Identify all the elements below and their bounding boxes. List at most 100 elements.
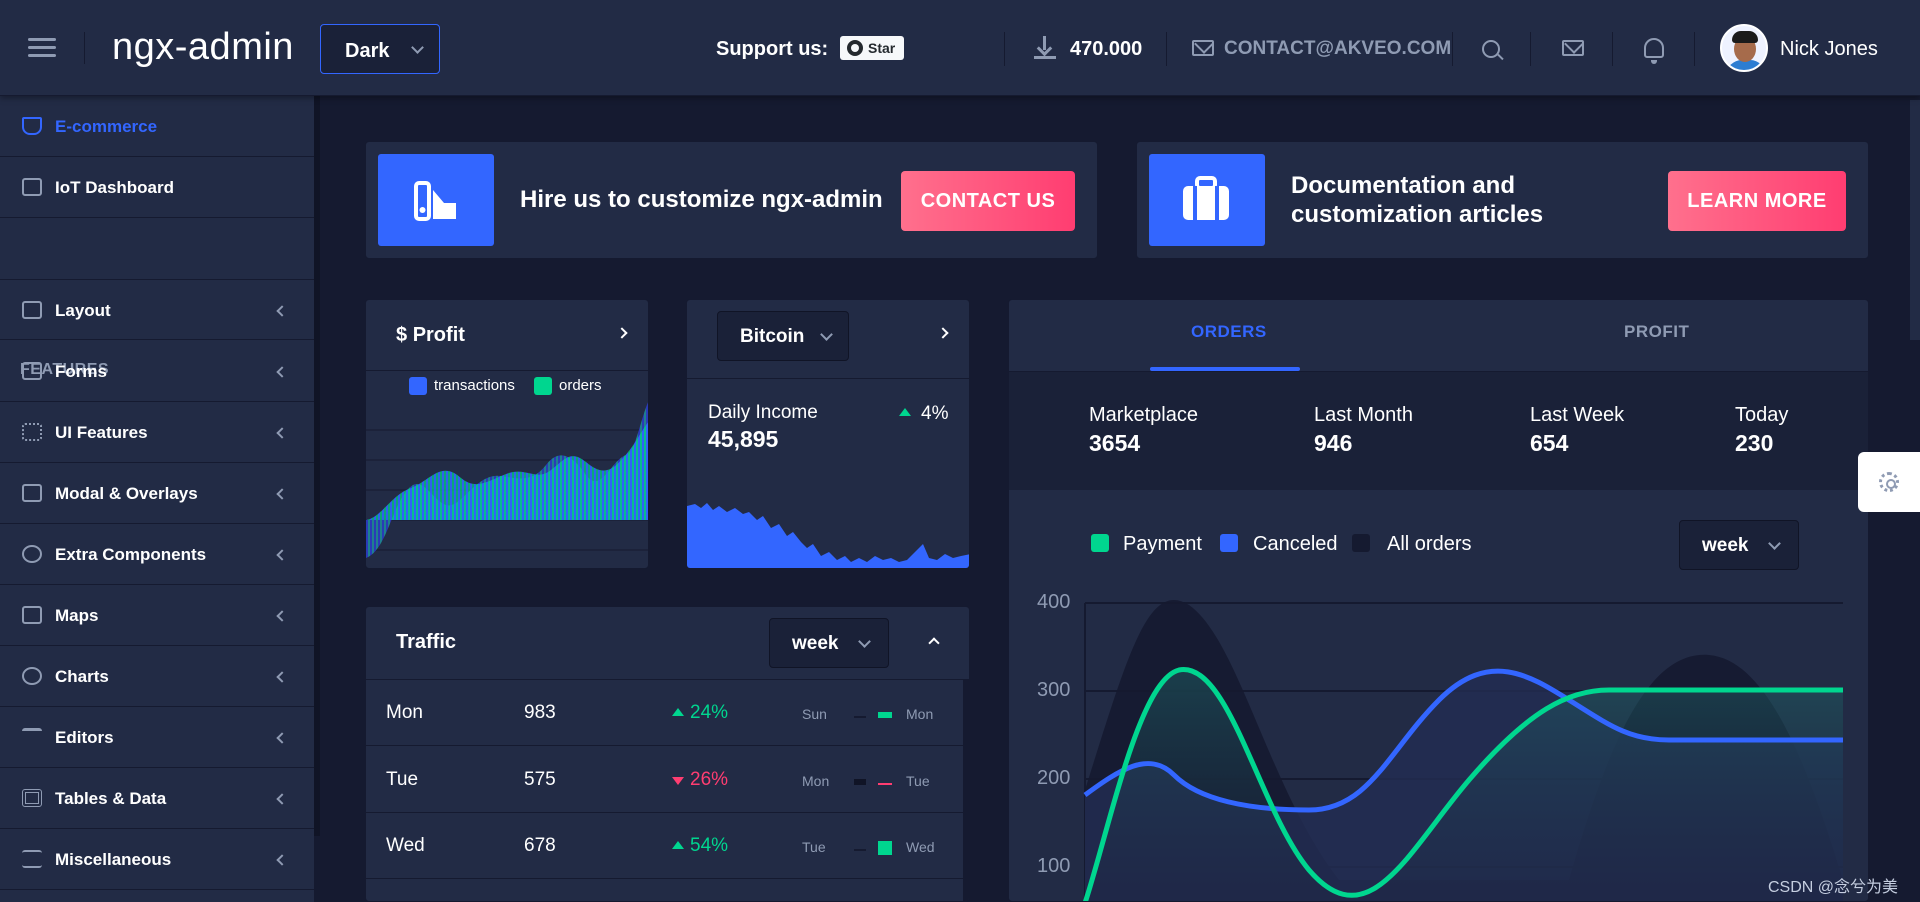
- sidebar-item-label: Extra Components: [55, 545, 207, 564]
- banner-title: Documentation and customization articles: [1291, 171, 1543, 229]
- learn-more-button[interactable]: LEARN MORE: [1668, 171, 1846, 231]
- logo[interactable]: ngx-admin: [112, 26, 294, 68]
- chevron-left-icon: [276, 854, 288, 866]
- chevron-left-icon: [276, 366, 288, 378]
- documentation-banner: Documentation and customization articles…: [1136, 141, 1869, 259]
- legend-swatch-canceled: [1220, 534, 1238, 552]
- traffic-value: 575: [524, 769, 556, 790]
- theme-select-value: Dark: [345, 40, 390, 62]
- chevron-down-icon: [411, 41, 424, 54]
- message-circle-icon: [22, 545, 42, 563]
- traffic-cur-day: Wed: [906, 839, 935, 855]
- stat-value: 946: [1314, 430, 1353, 456]
- chevron-left-icon: [276, 610, 288, 622]
- currency-select[interactable]: Bitcoin: [717, 311, 849, 361]
- sidebar-item-tables-data[interactable]: Tables & Data: [0, 768, 314, 829]
- legend-swatch-transactions: [409, 377, 427, 395]
- downloads-count[interactable]: 470.000: [1070, 38, 1143, 60]
- tab-profit[interactable]: PROFIT: [1624, 322, 1690, 341]
- support-label: Support us:: [716, 38, 829, 60]
- tab-orders[interactable]: ORDERS: [1191, 322, 1267, 341]
- sidebar-item-modal-overlays[interactable]: Modal & Overlays: [0, 463, 314, 524]
- chevron-left-icon: [276, 732, 288, 744]
- briefcase-icon: [1149, 154, 1265, 246]
- github-icon: [847, 40, 863, 56]
- stat-value: 654: [1530, 430, 1569, 456]
- section-header-features: FEATURES: [20, 361, 110, 378]
- traffic-cur-day: Tue: [906, 773, 930, 789]
- profit-card[interactable]: $ Profit transactions orders: [365, 299, 649, 569]
- traffic-day: Tue: [386, 769, 419, 790]
- email-icon: [1192, 40, 1214, 56]
- traffic-title: Traffic: [396, 631, 457, 653]
- sidebar-item-editors[interactable]: Editors: [0, 707, 314, 768]
- sidebar-item-ui-features[interactable]: UI Features: [0, 402, 314, 463]
- search-icon[interactable]: [1482, 40, 1500, 58]
- watermark: CSDN @念兮为美: [1768, 879, 1899, 896]
- sidebar-item-e-commerce[interactable]: E-commerce: [0, 96, 314, 157]
- sidebar-item-label: Maps: [55, 606, 99, 625]
- traffic-cur-day: Mon: [906, 706, 934, 722]
- chevron-left-icon: [276, 427, 288, 439]
- header: ngx-admin Dark Support us: Star 470.000 …: [0, 0, 1920, 96]
- traffic-change: 26%: [690, 769, 729, 790]
- text-icon: [22, 728, 42, 746]
- divider: [1452, 32, 1453, 66]
- orders-period-select[interactable]: week: [1679, 520, 1799, 570]
- theme-select[interactable]: Dark: [320, 24, 440, 74]
- sidebar-item-label: Forms: [55, 362, 107, 381]
- layout-icon: [22, 301, 42, 319]
- bell-icon[interactable]: [1644, 38, 1664, 64]
- bitcoin-chart: [687, 503, 969, 568]
- sidebar-item-label: Editors: [55, 728, 114, 747]
- banner-title-line: customization articles: [1291, 201, 1544, 228]
- messages-icon[interactable]: [1562, 40, 1584, 56]
- stat-label: Last Week: [1530, 404, 1625, 426]
- map-icon: [22, 606, 42, 624]
- avatar[interactable]: [1720, 24, 1768, 72]
- orders-stats: Marketplace 3654 Last Month 946 Last Wee…: [1009, 372, 1868, 490]
- sidebar-scrollbar[interactable]: [314, 96, 320, 836]
- daily-income-change: 4%: [921, 403, 949, 424]
- traffic-value: 678: [524, 835, 556, 856]
- legend-label: Canceled: [1253, 533, 1338, 555]
- traffic-row: Mon 983 24% Sun Mon: [366, 680, 963, 746]
- sidebar-item-forms[interactable]: Forms: [0, 341, 314, 402]
- divider: [1612, 32, 1613, 66]
- user-name[interactable]: Nick Jones: [1780, 38, 1878, 60]
- traffic-prev-day: Mon: [802, 773, 830, 789]
- bitcoin-card: Bitcoin Daily Income 45,895 4%: [686, 299, 970, 569]
- divider: [1004, 32, 1005, 66]
- page-scrollbar[interactable]: [1910, 100, 1920, 340]
- menu-toggle-icon[interactable]: [28, 38, 56, 62]
- chevron-right-icon[interactable]: [937, 327, 949, 339]
- sidebar-item-extra-components[interactable]: Extra Components: [0, 524, 314, 585]
- sidebar-item-miscellaneous[interactable]: Miscellaneous: [0, 829, 314, 890]
- contact-email-link[interactable]: CONTACT@AKVEO.COM: [1224, 38, 1452, 59]
- traffic-period-select[interactable]: week: [769, 618, 889, 668]
- browser-icon: [22, 484, 42, 502]
- chevron-right-icon[interactable]: [616, 327, 628, 339]
- stat-label: Marketplace: [1089, 404, 1198, 426]
- contact-us-button[interactable]: CONTACT US: [901, 171, 1075, 231]
- stat-value: 3654: [1089, 430, 1141, 456]
- sidebar-item-charts[interactable]: Charts: [0, 646, 314, 707]
- sidebar-item-maps[interactable]: Maps: [0, 585, 314, 646]
- sidebar-item-label: UI Features: [55, 423, 148, 442]
- sidebar-item-layout[interactable]: Layout: [0, 279, 314, 340]
- profit-chart: [366, 402, 648, 558]
- edit-icon: [22, 362, 42, 380]
- traffic-change: 24%: [690, 702, 729, 723]
- github-star-button[interactable]: Star: [840, 36, 904, 60]
- sidebar-item-iot-dashboard[interactable]: IoT Dashboard: [0, 157, 314, 218]
- chevron-up-icon[interactable]: [928, 637, 940, 649]
- grid-icon: [22, 423, 42, 441]
- settings-toggle-button[interactable]: [1858, 452, 1920, 512]
- orders-period-value: week: [1702, 535, 1749, 556]
- legend-label: Payment: [1123, 533, 1202, 555]
- legend-swatch-orders: [534, 377, 552, 395]
- traffic-scrollbar[interactable]: [963, 680, 969, 901]
- dollar-icon: $: [396, 324, 413, 346]
- arrow-down-icon: [672, 777, 684, 785]
- y-tick-label: 100: [1037, 855, 1071, 877]
